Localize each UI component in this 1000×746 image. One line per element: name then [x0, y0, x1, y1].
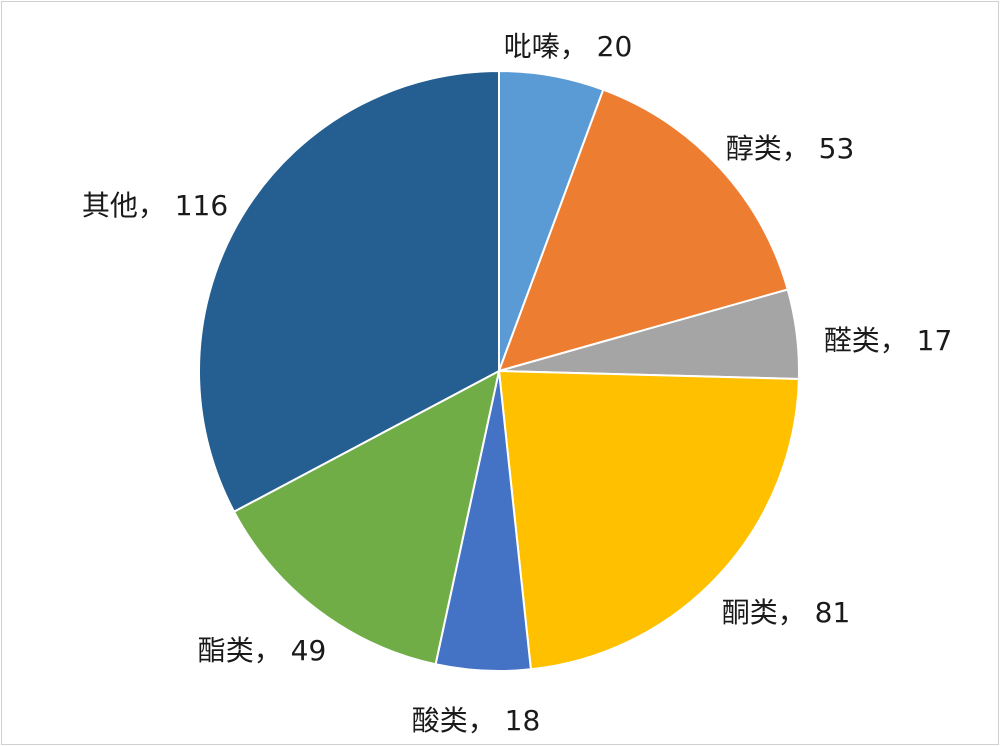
- pie-slice-6: [232, 369, 501, 666]
- pie-slices: [198, 69, 800, 672]
- slice-label-6: 酯类， 49: [198, 634, 327, 667]
- pie-slice-2: [497, 88, 789, 373]
- slice-label-3: 醛类， 17: [824, 324, 953, 357]
- pie-slice-4: [497, 369, 800, 671]
- slice-label-7: 其他， 116: [82, 189, 228, 222]
- slice-label-2: 醇类， 53: [726, 132, 855, 165]
- slice-label-1: 吡嗪， 20: [504, 30, 633, 63]
- slice-label-5: 酸类， 18: [412, 704, 541, 737]
- slice-label-4: 酮类， 81: [722, 596, 851, 629]
- pie-slice-7: [198, 69, 500, 514]
- pie-labels: 吡嗪， 20 醇类， 53 醛类， 17 酮类， 81 酸类， 18 酯类， 49 其他， …: [82, 30, 952, 737]
